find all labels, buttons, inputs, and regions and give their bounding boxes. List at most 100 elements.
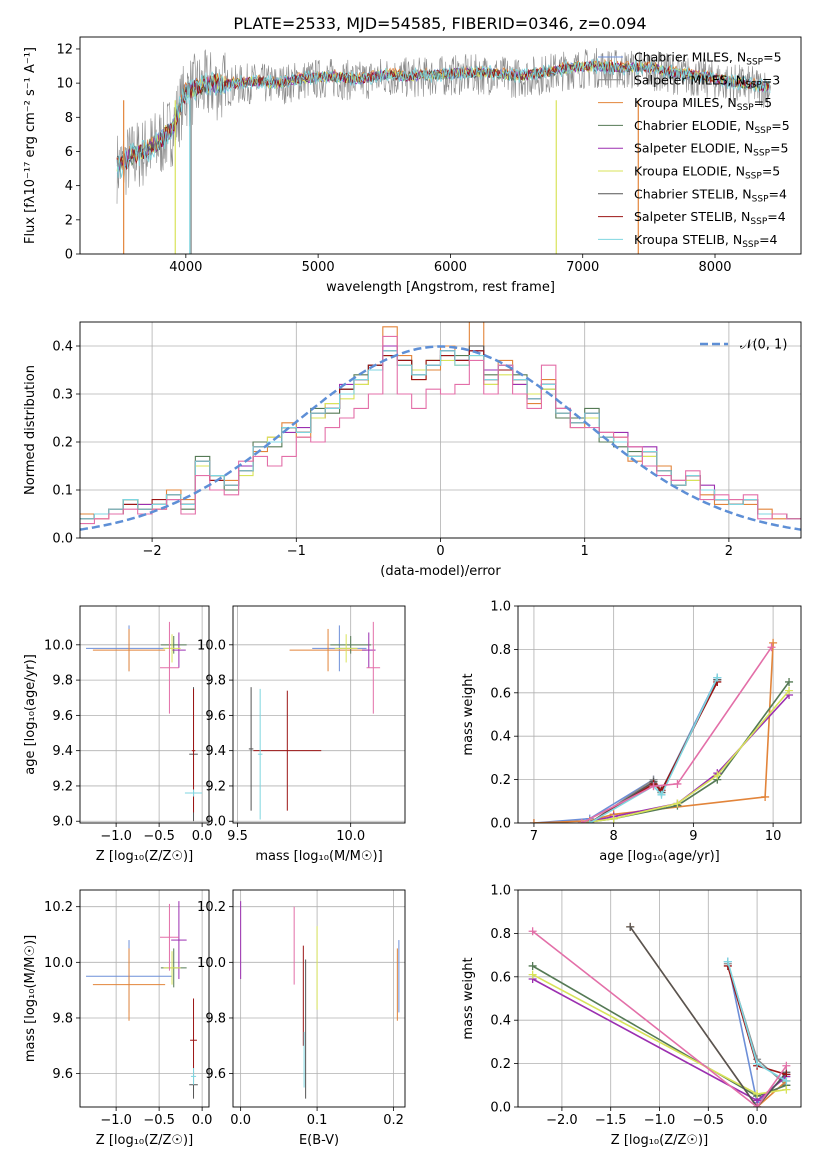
mass-vs-ebv-xtick-label: 0.0 [230,1113,251,1128]
mass-vs-z-plot-area [86,901,198,1099]
spectrum-frame [79,36,802,255]
mass-vs-z-ytick-label: 9.8 [52,1011,73,1026]
weight-marker [723,957,732,966]
mass-vs-z-ytick-label: 9.6 [52,1067,73,1082]
weight-marker [529,819,538,823]
age-vs-z-xtick-label: 0.0 [192,829,213,844]
weights-vs-z-ytick-label: 1.0 [490,884,511,899]
weights-vs-age-xtick-label: 8 [610,829,618,844]
residuals-xtick-label: −2 [143,544,162,559]
weights-vs-z-frame [517,889,802,1108]
age-vs-z-xtick-label: −1.0 [100,829,132,844]
residuals-xtick-label: 2 [725,544,733,559]
weight-marker [673,779,682,788]
age-vs-z-ytick-label: 9.8 [52,674,73,689]
legend-value: =4 [767,209,785,224]
residuals-ytick-label: 0.4 [52,340,73,355]
spectrum-ytick-label: 10 [56,77,73,92]
mass-vs-ebv-axes: 0.0 0.1 0.2 9.6 9.8 10.0 10.2 E(B-V) [197,889,406,1148]
spectrum-xtick-label: 7000 [566,260,599,275]
spectrum-legend: Chabrier MILES, NSSP=5 Salpeter MILES, NS… [598,50,790,250]
mass-vs-ebv-plot-area [240,901,400,1099]
mass-vs-ebv-xlabel: E(B-V) [299,1133,339,1148]
spectrum-xtick-label: 5000 [302,260,335,275]
spectrum-ylabel: Flux [fλ10⁻¹⁷ erg cm⁻² s⁻¹ A⁻¹] [23,47,38,244]
age-vs-z-frame [79,605,210,824]
spectrum-ytick-label: 6 [65,145,73,160]
weight-marker [782,1085,791,1094]
weights-vs-z-ytick-label: 0.0 [490,1101,511,1116]
residuals-legend: 𝒩(0, 1) [700,338,787,353]
legend-entry: Kroupa ELODIE, NSSP=5 [634,164,780,182]
age-vs-z-ytick-label: 9.6 [52,709,73,724]
residuals-xtick-label: 1 [581,544,589,559]
legend-value: =5 [763,50,781,65]
weight-marker [769,638,778,647]
weight-marker [782,1061,791,1070]
legend-subscript: SSP [737,103,754,113]
weight-marker [767,643,776,652]
mass-vs-z-xtick-label: −1.0 [100,1113,132,1128]
mass-vs-z-xlabel: Z [log₁₀(Z/Z☉)] [96,1133,193,1148]
spectrum-axes: 4000 5000 6000 7000 8000 0 2 4 6 8 10 12 wavelength … [23,36,802,295]
weights-vs-z-xtick-label: −1.0 [644,1113,676,1128]
age-vs-mass-ytick-label: 9.2 [205,779,226,794]
legend-subscript: SSP [752,194,769,204]
legend-value: =5 [770,141,788,156]
residuals-ytick-label: 0.2 [52,436,73,451]
residuals-ytick-label: 0.1 [52,484,73,499]
mass-vs-ebv-ytick-label: 10.0 [197,956,226,971]
mass-vs-ebv-ytick-label: 9.6 [205,1067,226,1082]
spectrum-ytick-label: 4 [65,179,73,194]
residuals-ytick-label: 0.3 [52,388,73,403]
legend-subscript: SSP [746,58,763,68]
weights-vs-age-xtick-label: 10 [765,829,782,844]
weight-marker [657,790,666,799]
legend-subscript: SSP [753,149,770,159]
weight-line [629,926,788,1107]
mass-vs-ebv-ytick-label: 10.2 [197,900,226,915]
weights-vs-z-ylabel: mass weight [461,957,476,1039]
residuals-xtick-label: −1 [287,544,306,559]
weight-line [581,646,773,823]
legend-value: =3 [762,72,780,87]
histogram-step [80,335,801,525]
spectrum-xtick-label: 4000 [169,260,202,275]
legend-value: =5 [771,118,789,133]
figure-title: PLATE=2533, MJD=54585, FIBERID=0346, z=0… [233,14,646,33]
legend-entry: Chabrier MILES, NSSP=5 [634,50,782,68]
age-vs-z-xlabel: Z [log₁₀(Z/Z☉)] [96,849,193,864]
legend-value: =5 [762,164,780,179]
spectrum-ytick-label: 0 [65,248,73,263]
weights-vs-age-ytick-label: 0.8 [490,643,511,658]
legend-subscript: SSP [742,240,759,250]
legend-value: =4 [759,232,777,247]
weights-vs-age-ytick-label: 1.0 [490,600,511,615]
weight-marker [785,686,794,695]
gaussian-curve [80,345,801,531]
weights-vs-z-plot-area [528,922,791,1107]
spectrum-ytick-label: 8 [65,111,73,126]
weights-vs-age-ytick-label: 0.4 [490,730,511,745]
age-vs-mass-frame [232,605,406,824]
residuals-xlabel: (data-model)/error [380,564,501,579]
age-vs-z-ylabel: age [log₁₀(age/yr)] [23,654,38,775]
age-vs-z-ytick-label: 9.0 [52,815,73,830]
weights-vs-z-axes: −2.0 −1.5 −1.0 −0.5 0.0 0.0 0.2 0.4 0.6 0.8 1.0 Z [… [461,884,802,1148]
age-vs-z-ytick-label: 10.0 [44,638,73,653]
weights-vs-age-xlabel: age [log₁₀(age/yr)] [599,849,720,864]
weight-marker [753,1089,762,1098]
weights-vs-z-ytick-label: 0.8 [490,927,511,942]
weight-line [589,677,719,823]
mass-vs-z-ytick-label: 10.0 [44,956,73,971]
weights-vs-age-xtick-label: 7 [530,829,538,844]
spectrum-ytick-label: 2 [65,213,73,228]
age-vs-mass-plot-area [248,621,381,820]
residuals-frame [79,321,802,539]
residuals-axes: −2 −1 0 1 2 0.0 0.1 0.2 0.3 0.4 (data-model)/error… [23,321,802,579]
legend-subscript: SSP [750,217,767,227]
weights-vs-z-xtick-label: 0.0 [747,1113,768,1128]
mass-vs-z-xtick-label: −0.5 [143,1113,175,1128]
